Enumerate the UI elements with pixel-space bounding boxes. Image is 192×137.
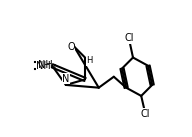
Text: H: H — [86, 56, 93, 65]
Text: NH₂: NH₂ — [38, 60, 56, 70]
Text: NH: NH — [36, 61, 51, 71]
Text: N: N — [62, 74, 70, 84]
Text: O: O — [67, 42, 75, 52]
Text: Cl: Cl — [124, 33, 134, 43]
Text: Cl: Cl — [141, 109, 150, 119]
